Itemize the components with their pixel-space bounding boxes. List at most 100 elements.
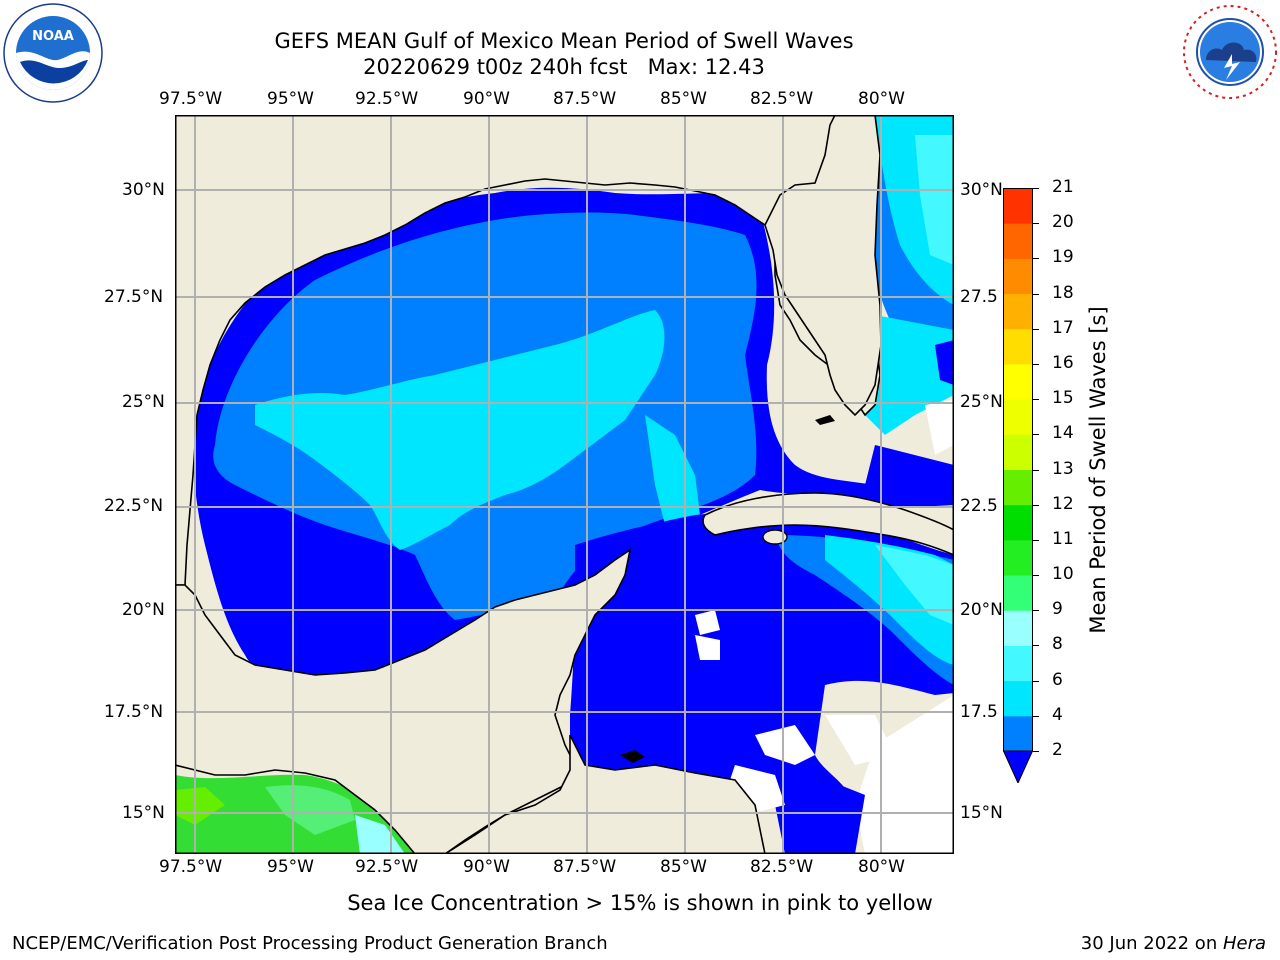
- lon-label-bottom: 82.5°W: [750, 857, 814, 877]
- map-frame: [175, 115, 954, 854]
- colorbar-tick-label: 15: [1052, 388, 1074, 409]
- colorbar-bin: [1003, 715, 1033, 752]
- colorbar-extend-min: [1002, 750, 1034, 785]
- colorbar-tick-label: 2: [1052, 740, 1063, 760]
- colorbar-tick-mark: [1033, 539, 1039, 541]
- colorbar-tick-label: 17: [1052, 317, 1074, 338]
- nws-logo: [1180, 2, 1280, 102]
- colorbar-tick-mark: [1033, 258, 1039, 260]
- lat-label-left: 17.5°N: [104, 702, 164, 722]
- colorbar-tick-label: 14: [1052, 423, 1074, 444]
- lon-label-top: 97.5°W: [159, 89, 223, 109]
- colorbar-tick-label: 10: [1052, 564, 1074, 585]
- lat-label-right: 27.5: [960, 287, 998, 307]
- colorbar-bin: [1003, 610, 1033, 646]
- mexico-coastline: [175, 548, 632, 854]
- lon-label-bottom: 95°W: [267, 857, 314, 877]
- chart-subtitle: 20220629 t00z 240h fcst Max: 12.43: [363, 55, 765, 79]
- lon-label-top: 80°W: [858, 89, 905, 109]
- colorbar-bin: [1003, 399, 1033, 435]
- colorbar-frame: [1003, 188, 1033, 752]
- isle-of-youth: [762, 529, 788, 545]
- colorbar-tick-label: 20: [1052, 212, 1074, 233]
- noaa-logo: NOAA: [2, 2, 104, 104]
- cuba-coastline: [702, 492, 954, 556]
- colorbar-tick-mark: [1033, 715, 1039, 717]
- colorbar-tick-label: 12: [1052, 493, 1074, 514]
- colorbar-tick-label: 8: [1052, 634, 1063, 655]
- lat-label-right: 20°N: [960, 600, 1003, 620]
- lat-label-left: 25°N: [122, 392, 165, 412]
- colorbar-tick-mark: [1033, 575, 1039, 577]
- colorbar-tick-mark: [1033, 293, 1039, 295]
- lon-label-bottom: 87.5°W: [553, 857, 617, 877]
- colorbar-tick-label: 16: [1052, 352, 1074, 373]
- lon-label-top: 92.5°W: [355, 89, 419, 109]
- graticule: [175, 115, 954, 854]
- ice-note-text: Sea Ice Concentration > 15% is shown in …: [347, 891, 933, 915]
- colorbar-bin: [1003, 188, 1033, 224]
- lon-label-bottom: 85°W: [660, 857, 707, 877]
- colorbar-bin: [1003, 645, 1033, 682]
- swell-period-map: [175, 115, 954, 854]
- colorbar-bin: [1003, 434, 1033, 470]
- lat-label-right: 25°N: [960, 392, 1003, 412]
- colorbar-tick-mark: [1033, 680, 1039, 682]
- lon-label-bottom: 90°W: [463, 857, 510, 877]
- colorbar-tick-mark: [1033, 645, 1039, 647]
- colorbar-bin: [1003, 539, 1033, 576]
- colorbar-tick-label: 18: [1052, 282, 1074, 303]
- lat-label-left: 30°N: [122, 180, 165, 200]
- colorbar-tick-mark: [1033, 469, 1039, 471]
- colorbar-tick-label: 4: [1052, 704, 1063, 725]
- chart-title: GEFS MEAN Gulf of Mexico Mean Period of …: [274, 29, 854, 53]
- colorbar-bin: [1003, 575, 1033, 611]
- colorbar-tick-label: 6: [1052, 669, 1063, 690]
- colorbar-bin: [1003, 504, 1033, 541]
- lat-label-left: 20°N: [122, 600, 165, 620]
- lat-label-left: 22.5°N: [104, 496, 164, 516]
- colorbar-tick-label: 19: [1052, 247, 1074, 268]
- colorbar-tick-label: 9: [1052, 599, 1063, 620]
- lon-label-bottom: 80°W: [858, 857, 905, 877]
- colorbar-bin: [1003, 680, 1033, 717]
- colorbar-tick-mark: [1033, 363, 1039, 365]
- colorbar-tick-label: 13: [1052, 458, 1074, 479]
- gulf-swell-core: [255, 310, 665, 550]
- lat-label-right: 30°N: [960, 180, 1003, 200]
- colorbar-tick-label: 21: [1052, 177, 1074, 197]
- colorbar-bin: [1003, 258, 1033, 295]
- lat-label-right: 15°N: [960, 803, 1003, 823]
- lon-label-top: 87.5°W: [553, 89, 617, 109]
- colorbar-label: Mean Period of Swell Waves [s]: [1086, 306, 1110, 634]
- date-stamp: 30 Jun 2022 on Hera: [1081, 933, 1266, 954]
- colorbar: [1002, 188, 1034, 785]
- colorbar-bin: [1003, 469, 1033, 506]
- lat-label-left: 27.5°N: [104, 287, 164, 307]
- lon-label-top: 95°W: [267, 89, 314, 109]
- lon-label-top: 85°W: [660, 89, 707, 109]
- machine-name: Hera: [1222, 933, 1266, 954]
- colorbar-tick-mark: [1033, 751, 1039, 752]
- colorbar-bin: [1003, 293, 1033, 330]
- colorbar-ticks: 2 4 6 8 9 10 11 12 13 14 15 16 17 18 19 20 21: [1033, 0, 1093, 960]
- noaa-logo-text: NOAA: [32, 29, 74, 44]
- colorbar-bin: [1003, 328, 1033, 365]
- lon-label-top: 82.5°W: [750, 89, 814, 109]
- colorbar-bin: [1003, 363, 1033, 400]
- ice-note: Sea Ice Concentration > 15% is shown in …: [0, 891, 1280, 915]
- colorbar-bin: [1003, 223, 1033, 259]
- lon-label-bottom: 92.5°W: [355, 857, 419, 877]
- credit-text: NCEP/EMC/Verification Post Processing Pr…: [12, 933, 608, 954]
- colorbar-tick-mark: [1033, 610, 1039, 612]
- map-panel: [175, 115, 954, 854]
- colorbar-tick-mark: [1033, 399, 1039, 401]
- colorbar-tick-mark: [1033, 434, 1039, 436]
- colorbar-tick-label: 11: [1052, 528, 1074, 549]
- lat-label-right: 17.5: [960, 702, 998, 722]
- colorbar-tick-mark: [1033, 188, 1039, 189]
- lat-label-left: 15°N: [122, 803, 165, 823]
- lon-label-top: 90°W: [463, 89, 510, 109]
- lat-label-right: 22.5: [960, 496, 998, 516]
- date-text: 30 Jun 2022 on: [1080, 933, 1223, 954]
